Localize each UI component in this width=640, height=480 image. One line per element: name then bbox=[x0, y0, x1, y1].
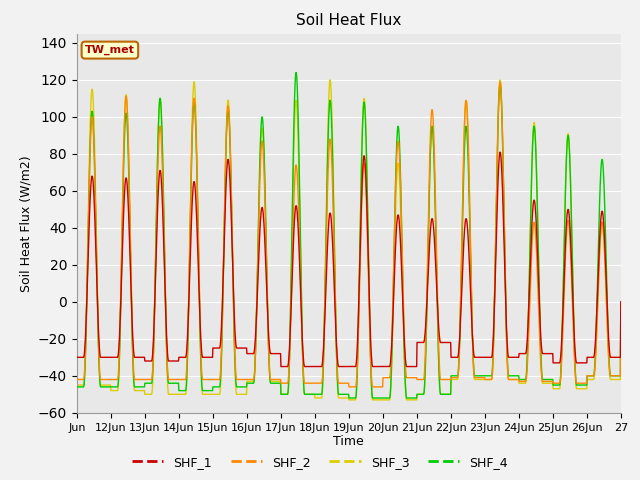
X-axis label: Time: Time bbox=[333, 435, 364, 448]
Y-axis label: Soil Heat Flux (W/m2): Soil Heat Flux (W/m2) bbox=[19, 155, 32, 291]
Text: TW_met: TW_met bbox=[85, 45, 135, 55]
Title: Soil Heat Flux: Soil Heat Flux bbox=[296, 13, 401, 28]
Legend: SHF_1, SHF_2, SHF_3, SHF_4: SHF_1, SHF_2, SHF_3, SHF_4 bbox=[127, 451, 513, 474]
